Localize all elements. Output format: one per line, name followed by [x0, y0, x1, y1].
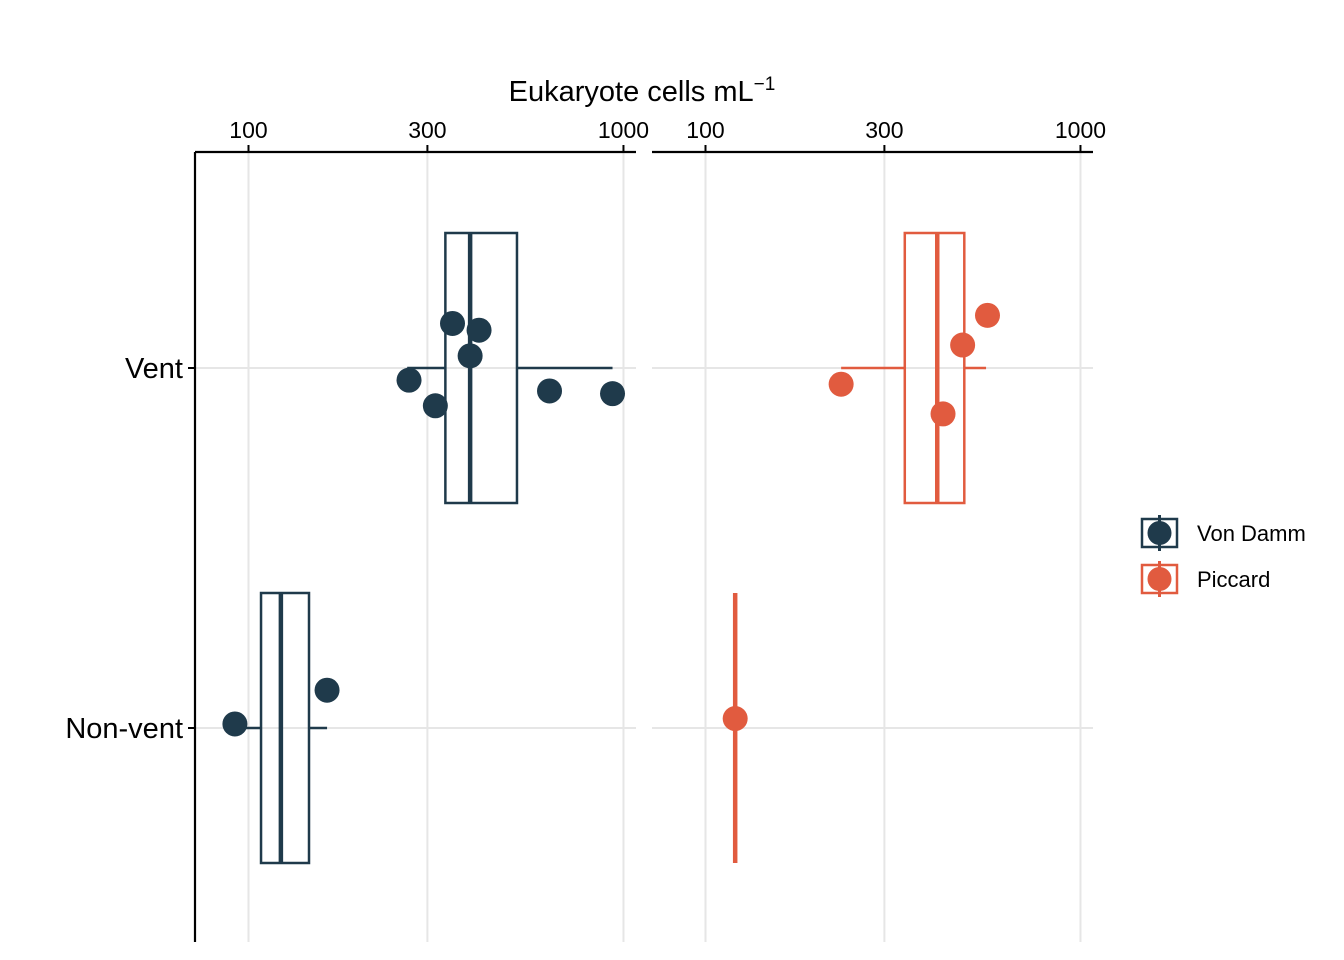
legend-item-von-damm: Von Damm	[1140, 515, 1306, 551]
x-tick-label: 100	[686, 117, 724, 143]
x-tick-label: 1000	[598, 117, 649, 143]
box-von-damm-non-vent	[240, 591, 328, 865]
data-point-von-damm	[422, 393, 448, 419]
data-point-von-damm	[537, 378, 563, 404]
box-rect	[444, 231, 519, 505]
axis-layer: 100 300 1000 100 300 1000 Vent Non-vent	[65, 117, 1106, 942]
y-tick-label-non-vent: Non-vent	[65, 713, 183, 745]
box-layer	[240, 231, 987, 865]
data-point-von-damm	[466, 317, 492, 343]
box-piccard-vent	[841, 231, 987, 505]
data-point-von-damm	[600, 381, 626, 407]
legend-key-point	[1147, 567, 1172, 591]
data-point-von-damm	[222, 711, 248, 737]
legend-label: Piccard	[1197, 567, 1270, 592]
legend-label: Von Damm	[1197, 521, 1306, 546]
x-tick-label: 300	[408, 117, 446, 143]
box-rect	[259, 591, 311, 865]
data-point-piccard	[950, 332, 976, 358]
grid-layer	[195, 152, 1093, 942]
x-tick-label: 100	[229, 117, 267, 143]
data-point-piccard	[828, 371, 854, 397]
y-tick-label-vent: Vent	[125, 353, 183, 385]
data-point-von-damm	[440, 310, 466, 336]
data-point-von-damm	[457, 343, 483, 369]
point-layer	[222, 302, 1000, 737]
box-rect	[903, 231, 966, 505]
data-point-von-damm	[396, 367, 422, 393]
legend: Von Damm Piccard	[1140, 515, 1306, 597]
data-point-piccard	[930, 401, 956, 427]
x-tick-label: 1000	[1055, 117, 1106, 143]
data-point-piccard	[974, 302, 1000, 328]
legend-item-piccard: Piccard	[1140, 561, 1270, 597]
data-point-piccard	[722, 706, 748, 732]
data-point-von-damm	[314, 677, 340, 703]
legend-key-point	[1147, 521, 1172, 545]
x-tick-label: 300	[865, 117, 903, 143]
x-axis-title: Eukaryote cells mL−1	[509, 74, 776, 108]
